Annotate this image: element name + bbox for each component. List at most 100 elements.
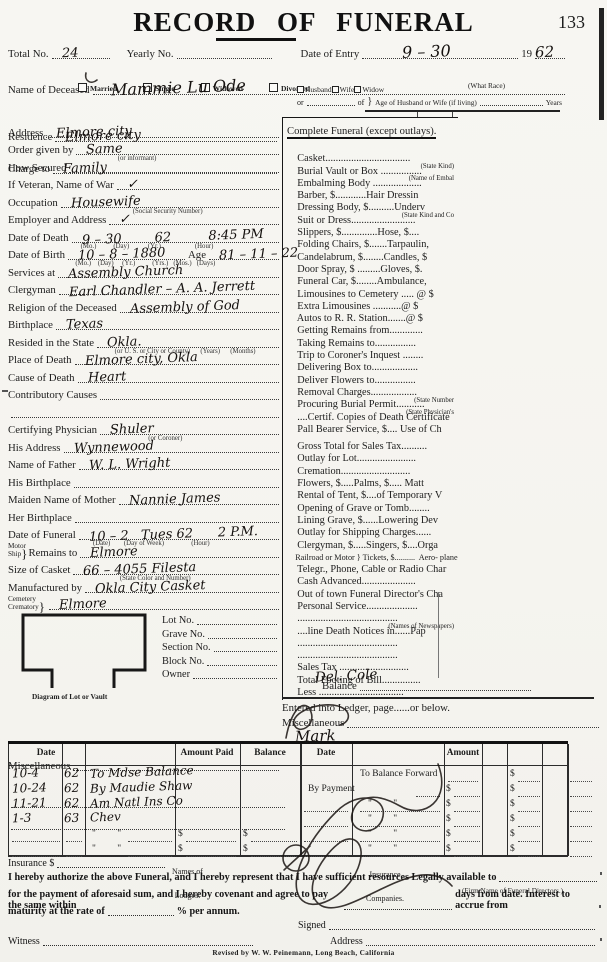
- form-field-row: Contributory Causes: [8, 384, 282, 402]
- table-column-rule: [62, 744, 63, 856]
- handwritten-value: Nannie James: [128, 490, 221, 509]
- form-field-row: Date of Funeral 10 – 2 Tues 62 2 P.M. (D…: [8, 524, 282, 547]
- price-item-label: Barber, $............Hair Dressin: [297, 190, 419, 202]
- field-fill-2: 81 – 11 – 22: [209, 246, 298, 263]
- ditto-mark: " ": [92, 844, 122, 854]
- handwritten-value: ✓: [119, 211, 131, 228]
- price-item-label: Suit or Dress.........................: [297, 214, 416, 226]
- amount-cell-2: $: [510, 844, 515, 854]
- ledger-year: 62: [63, 780, 80, 796]
- form-field-row: If Veteran, Name of War ✓: [8, 174, 282, 192]
- dotted-leader: [186, 855, 236, 857]
- dotted-leader: [518, 780, 540, 782]
- price-item-label: Clergyman, $.....Singers, $....Orga: [297, 539, 438, 551]
- price-list-row: Procuring Burial Permit........... (Stat…: [287, 387, 458, 411]
- field-label: Manufactured by: [8, 581, 83, 594]
- name-label: Name of Deceased: [8, 84, 90, 96]
- field-sub-caption: (Date) (Day of Week) (Hour): [82, 540, 210, 547]
- marital-checkbox-divorced: Divorced: [268, 83, 310, 93]
- price-item-label: Less .................................: [297, 687, 404, 699]
- price-list-row: Personal Service....................: [287, 589, 458, 612]
- amount-cell-2: $: [510, 814, 515, 824]
- field-fill: Same (or informant): [76, 141, 279, 162]
- price-list-row: Delivering Box to..................: [287, 350, 458, 373]
- yearly-no-field: [176, 55, 272, 59]
- field-label: Name of Father: [8, 459, 76, 471]
- lot-field-label: Block No.: [162, 655, 205, 667]
- charge-to-field: Family: [53, 160, 277, 177]
- price-item-label: Opening of Grave or Tomb........: [297, 502, 430, 514]
- address-row: Address: [330, 936, 598, 947]
- field-label: Services at: [8, 266, 56, 279]
- field-fill: 9 – 30 62 8:45 PM (Mo.) (Day) (Yr.) (Hou…: [71, 226, 279, 250]
- field-fill: Wynnewood: [63, 438, 279, 456]
- charge-to-row: Charge to Family: [8, 158, 280, 177]
- price-item-label: Outlay for Lot.......................: [297, 453, 416, 465]
- field-fill: Elmore city: [46, 123, 279, 141]
- ditto-mark: " ": [368, 829, 398, 839]
- handwritten-value: Elmore city: [56, 123, 133, 141]
- witness-field: [42, 942, 253, 946]
- entered-ledger-label: Entered into Ledger, page......or below.: [282, 702, 450, 714]
- field-label-2: Age: [188, 249, 206, 261]
- field-fill: Assembly Church: [58, 262, 279, 282]
- title-underline: [216, 38, 296, 41]
- ledger-date: 10-24: [11, 780, 47, 796]
- spouse-ticks: [417, 112, 562, 118]
- price-list-row: Total Footing of Bill...............: [287, 662, 458, 686]
- price-list-row: Opening of Grave or Tomb........: [287, 490, 458, 514]
- balance-field: [359, 687, 531, 691]
- checkbox-icon: [200, 83, 210, 92]
- dotted-leader: [518, 795, 540, 797]
- price-list-row: Slippers, $..............Hose, $....: [287, 215, 458, 238]
- address-field: [365, 942, 595, 946]
- dotted-leader: [518, 825, 540, 827]
- price-list-row: Telegr., Phone, Cable or Radio Char: [287, 552, 458, 575]
- field-label: Date of Death: [8, 231, 69, 244]
- price-item-label: Delivering Box to..................: [297, 362, 418, 374]
- price-item-handwriting: Del. Cole: [314, 666, 378, 686]
- dotted-leader: [360, 810, 440, 812]
- balance-cell: $: [243, 844, 248, 854]
- date-of-entry-value: 9 – 30: [401, 40, 452, 62]
- legal-line-1: I hereby authorize the above Funeral, an…: [8, 872, 600, 883]
- charge-to-label: Charge to: [8, 163, 51, 175]
- price-list-row: Less ................................. D…: [287, 666, 458, 698]
- total-no-value: 24: [61, 45, 79, 61]
- table-column-rule: [482, 744, 483, 856]
- handwritten-value: Housewife: [70, 193, 141, 211]
- form-field-row: Name of Father W. L. Wright: [8, 454, 282, 473]
- field-fill: ✓: [116, 177, 279, 192]
- price-list-row: Cash Advanced.....................: [287, 564, 458, 587]
- field-fill: Assembly of God: [119, 298, 279, 316]
- scan-speck: [599, 905, 601, 908]
- price-item-label: Deliver Flowers to................: [297, 374, 416, 386]
- table-column-rule: [507, 744, 508, 856]
- table-column-rule: [175, 744, 176, 856]
- year-prefix: 19: [521, 47, 532, 60]
- ditto-mark: " ": [92, 829, 122, 839]
- dotted-leader: [66, 855, 82, 857]
- field-label: Order given by: [8, 144, 74, 156]
- field-stack-label: Cemetery Crematory: [8, 595, 45, 611]
- payment-ledger-table: Date Amount Paid Balance Date Amount 10-4 62 To…: [8, 741, 592, 857]
- handwritten-value: Assembly of God: [129, 297, 241, 317]
- price-list-title: Complete Funeral (except outlays).: [287, 126, 437, 139]
- table-header-label: Amount: [446, 748, 480, 758]
- field-label: His Birthplace: [8, 476, 71, 489]
- field-label: Date of Birth: [8, 249, 65, 261]
- scan-edge-artifact: [599, 8, 604, 120]
- price-list-row: Removal Charges..................: [287, 375, 458, 398]
- price-item-label: Limousines to Cemetery ..... @ $: [297, 288, 434, 300]
- price-box-inner-rule: [438, 592, 439, 678]
- field-fill: Okla. (or U. S. or City or County) (Year…: [97, 334, 279, 355]
- signed-label: Signed: [298, 920, 326, 931]
- lot-field-fill: [197, 621, 277, 626]
- price-item-sub: (State Kind and Co: [401, 212, 454, 220]
- dotted-leader: [416, 795, 440, 797]
- amount-cell: $: [446, 844, 451, 854]
- field-label: Clergyman: [8, 284, 56, 296]
- price-item-label: Taking Remains to................: [297, 337, 416, 349]
- spouse-checkbox-husband: Husband: [297, 85, 332, 94]
